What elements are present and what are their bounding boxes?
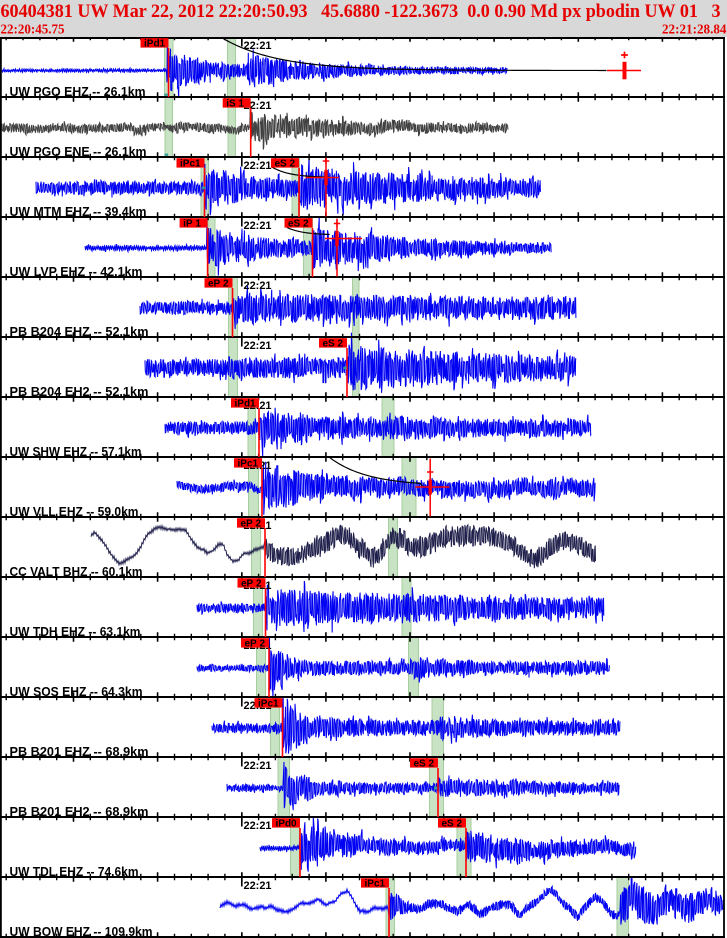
svg-text:UW SOS EHZ -- 64.3km: UW SOS EHZ -- 64.3km (10, 684, 143, 699)
svg-text:22:21:28.84: 22:21:28.84 (662, 23, 727, 38)
svg-text:iPc1: iPc1 (258, 698, 279, 709)
svg-text:22:21: 22:21 (244, 820, 272, 832)
svg-text:UW LVP EHZ -- 42.1km: UW LVP EHZ -- 42.1km (10, 264, 143, 279)
svg-text:eS 2: eS 2 (323, 338, 344, 349)
svg-text:22:20:45.75: 22:20:45.75 (1, 23, 65, 38)
svg-text:iPc1: iPc1 (238, 458, 259, 469)
svg-text:eS 2: eS 2 (275, 158, 296, 169)
svg-text:iPc1: iPc1 (180, 158, 201, 169)
svg-text:22:21: 22:21 (244, 40, 272, 52)
svg-text:iPd1: iPd1 (144, 38, 166, 49)
svg-text:PB B201 EHZ -- 68.9km: PB B201 EHZ -- 68.9km (10, 744, 149, 759)
svg-text:CC VALT BHZ -- 60.1km: CC VALT BHZ -- 60.1km (10, 564, 143, 579)
svg-text:UW PGQ ENE -- 26.1km: UW PGQ ENE -- 26.1km (10, 144, 147, 159)
svg-text:22:21: 22:21 (244, 280, 272, 292)
svg-text:PB B201 EH2 -- 68.9km: PB B201 EH2 -- 68.9km (10, 804, 149, 819)
svg-text:22:21: 22:21 (244, 880, 272, 892)
svg-text:22:21: 22:21 (244, 340, 272, 352)
svg-text:eS 2: eS 2 (414, 758, 435, 769)
svg-text:PB B204 EH2 -- 52.1km: PB B204 EH2 -- 52.1km (10, 384, 149, 399)
svg-text:iPd0: iPd0 (276, 818, 298, 829)
svg-text:UW PGQ EHZ -- 26.1km: UW PGQ EHZ -- 26.1km (10, 84, 146, 99)
svg-text:UW BOW EHZ -- 109.9km: UW BOW EHZ -- 109.9km (10, 924, 153, 938)
svg-text:eP 2: eP 2 (208, 278, 229, 289)
svg-text:eP 2: eP 2 (241, 578, 262, 589)
svg-text:iPd1: iPd1 (235, 398, 257, 409)
svg-text:22:21: 22:21 (244, 220, 272, 232)
svg-text:iPc1: iPc1 (365, 878, 386, 889)
svg-text:PB B204 EHZ -- 52.1km: PB B204 EHZ -- 52.1km (10, 324, 149, 339)
svg-text:60404381 UW Mar 22, 2012 22:20: 60404381 UW Mar 22, 2012 22:20:50.93 45.… (1, 2, 721, 22)
svg-text:UW TDH EHZ -- 63.1km: UW TDH EHZ -- 63.1km (10, 624, 141, 639)
svg-text:eS 2: eS 2 (442, 818, 463, 829)
svg-text:UW MTM EHZ -- 39.4km: UW MTM EHZ -- 39.4km (10, 204, 147, 219)
svg-text:22:21: 22:21 (244, 160, 272, 172)
svg-text:UW VLL EHZ -- 59.0km: UW VLL EHZ -- 59.0km (10, 504, 139, 519)
svg-text:UW SHW EHZ -- 57.1km: UW SHW EHZ -- 57.1km (10, 444, 142, 459)
svg-text:eS 2: eS 2 (288, 218, 309, 229)
svg-text:UW TDL EHZ -- 74.6km: UW TDL EHZ -- 74.6km (10, 864, 139, 879)
svg-text:eP 2: eP 2 (241, 518, 262, 529)
svg-text:iS 1: iS 1 (226, 98, 244, 109)
svg-text:iP 1: iP 1 (183, 218, 201, 229)
svg-text:eP 2: eP 2 (245, 638, 266, 649)
svg-text:22:21: 22:21 (244, 760, 272, 772)
